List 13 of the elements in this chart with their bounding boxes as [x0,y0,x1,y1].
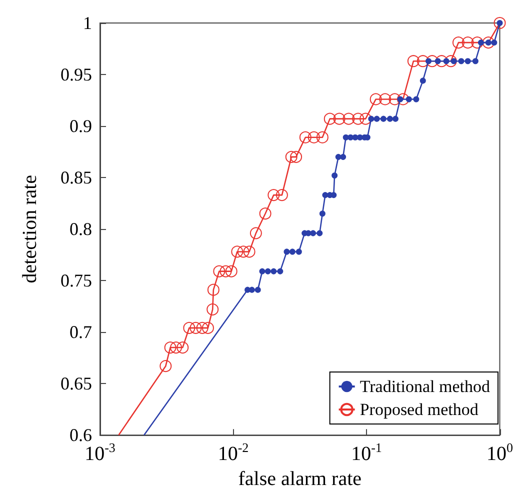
y-tick-label: 0.6 [70,425,92,446]
y-tick-label: 0.9 [70,116,92,136]
legend-label: Traditional method [360,377,490,396]
y-tick-label: 0.65 [60,374,92,394]
y-axis-title: detection rate [19,174,41,284]
y-tick-label: 0.75 [60,270,92,291]
y-tick-label: 0.95 [60,64,92,85]
y-tick-label: 0.85 [60,168,92,188]
y-tick-label: 0.8 [70,219,92,240]
legend-label: Proposed method [360,400,479,419]
y-tick-label: 0.7 [70,322,92,342]
y-tick-label: 1 [83,13,92,33]
x-axis-title: false alarm rate [238,468,362,490]
